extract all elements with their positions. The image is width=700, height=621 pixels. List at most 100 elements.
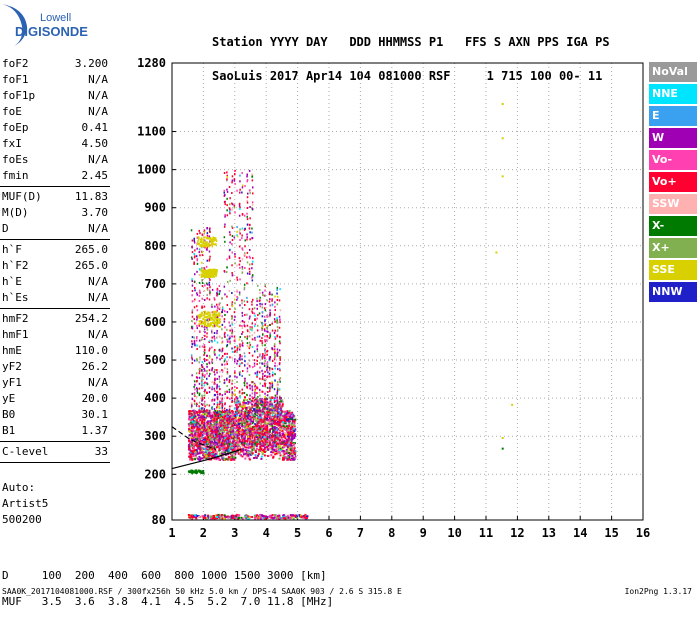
echo-point: [247, 431, 249, 433]
echo-point: [257, 406, 259, 408]
echo-point: [194, 424, 196, 426]
echo-point: [219, 401, 221, 403]
echo-point: [276, 395, 278, 397]
echo-point: [244, 254, 246, 256]
echo-point: [231, 394, 233, 396]
echo-point: [244, 405, 246, 407]
echo-point: [199, 346, 201, 348]
echo-point: [274, 388, 276, 390]
echo-point: [239, 215, 241, 217]
echo-point: [222, 355, 224, 357]
echo-point: [194, 427, 196, 429]
echo-point: [234, 358, 236, 360]
echo-point: [267, 443, 269, 445]
echo-point: [229, 231, 231, 233]
echo-point: [226, 438, 228, 440]
echo-point: [226, 204, 228, 206]
echo-point: [241, 300, 243, 302]
echo-point: [199, 325, 201, 327]
echo-point: [211, 400, 213, 402]
echo-point: [279, 381, 281, 383]
echo-point: [206, 363, 208, 365]
echo-point: [219, 414, 221, 416]
echo-point: [211, 346, 213, 348]
echo-point: [224, 422, 226, 424]
echo-point: [285, 433, 287, 435]
echo-point: [238, 423, 240, 425]
echo-point: [249, 346, 251, 348]
echo-point: [229, 257, 231, 259]
echo-point: [224, 214, 226, 216]
echo-point: [219, 393, 221, 395]
echo-point: [247, 252, 249, 254]
echo-point: [244, 430, 246, 432]
echo-point: [232, 387, 234, 389]
echo-point: [244, 419, 246, 421]
echo-point: [269, 293, 271, 295]
echo-point: [264, 330, 266, 332]
echo-point: [231, 264, 233, 266]
echo-point: [202, 419, 204, 421]
echo-point: [191, 340, 193, 342]
echo-point: [257, 325, 259, 327]
echo-point: [201, 279, 203, 281]
echo-point: [212, 416, 214, 418]
echo-point: [293, 446, 295, 448]
echo-point: [224, 314, 226, 316]
echo-point: [191, 414, 193, 416]
echo-point: [270, 356, 272, 358]
echo-point: [206, 366, 208, 368]
echo-point: [232, 357, 234, 359]
echo-point: [241, 355, 243, 357]
y-tick-label: 800: [144, 239, 166, 253]
echo-point: [197, 263, 199, 265]
echo-point: [234, 361, 236, 363]
echo-point: [199, 411, 201, 413]
echo-point: [264, 307, 266, 309]
echo-point: [234, 340, 236, 342]
echo-point: [251, 404, 253, 406]
echo-point: [214, 388, 216, 390]
echo-point: [257, 329, 259, 331]
echo-point: [209, 348, 211, 350]
echo-point: [247, 452, 249, 454]
echo-point: [239, 339, 241, 341]
echo-point: [206, 332, 208, 334]
echo-point: [267, 413, 269, 415]
echo-point: [216, 410, 218, 412]
echo-point: [241, 442, 243, 444]
echo-point: [246, 407, 248, 409]
echo-point: [262, 401, 264, 403]
echo-point: [285, 416, 287, 418]
echo-point: [257, 336, 259, 338]
echo-point: [246, 297, 248, 299]
echo-point: [232, 274, 234, 276]
x-tick-label: 3: [231, 526, 238, 540]
echo-point: [239, 396, 241, 398]
echo-point: [204, 328, 206, 330]
echo-point: [224, 201, 226, 203]
echo-point: [276, 428, 278, 430]
echo-point: [252, 299, 254, 301]
echo-point: [227, 281, 229, 283]
echo-point: [207, 289, 209, 291]
echo-point: [224, 293, 226, 295]
echo-point: [269, 442, 271, 444]
echo-point: [194, 242, 196, 244]
echo-point: [259, 367, 261, 369]
echo-point: [201, 395, 203, 397]
echo-point: [293, 455, 295, 457]
echo-point: [204, 335, 206, 337]
echo-point: [214, 351, 216, 353]
echo-point: [288, 412, 290, 414]
x-tick-label: 2: [200, 526, 207, 540]
echo-point: [264, 316, 266, 318]
echo-point: [256, 436, 258, 438]
echo-point: [204, 338, 206, 340]
echo-point: [279, 397, 281, 399]
echo-point: [279, 446, 281, 448]
echo-point: [232, 305, 234, 307]
echo-point: [191, 374, 193, 376]
echo-point: [197, 412, 199, 414]
echo-point: [206, 392, 208, 394]
